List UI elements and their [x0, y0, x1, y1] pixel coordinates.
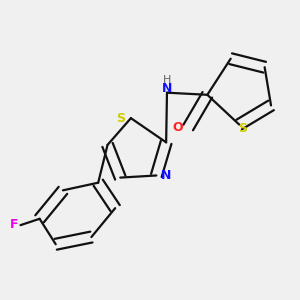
- Text: N: N: [162, 82, 172, 95]
- Text: S: S: [238, 122, 247, 135]
- Text: O: O: [172, 121, 183, 134]
- Text: S: S: [116, 112, 125, 125]
- Text: N: N: [160, 169, 171, 182]
- Text: F: F: [10, 218, 18, 231]
- Text: H: H: [163, 75, 171, 85]
